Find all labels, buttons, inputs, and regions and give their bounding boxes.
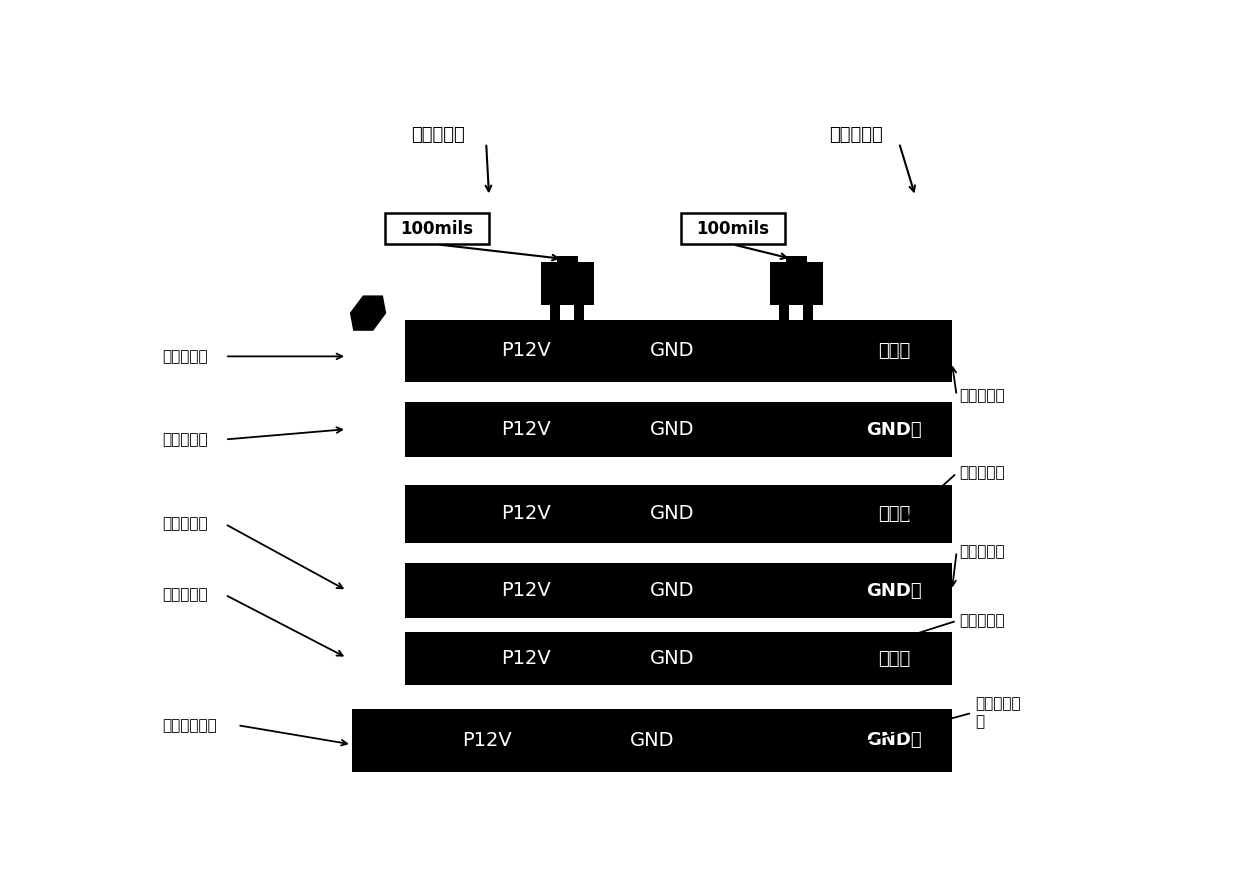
Bar: [352, 402, 952, 458]
Bar: [575, 305, 584, 320]
Bar: [836, 402, 952, 458]
Bar: [836, 632, 952, 685]
Text: GND: GND: [650, 420, 695, 440]
Text: GND: GND: [650, 342, 695, 360]
Text: 第八电源面: 第八电源面: [959, 544, 1005, 559]
Text: 第五电源面: 第五电源面: [162, 432, 208, 447]
Bar: [836, 563, 952, 618]
Bar: [836, 320, 952, 382]
Text: P12V: P12V: [501, 342, 550, 360]
Text: GND: GND: [650, 649, 695, 668]
Bar: [769, 262, 823, 305]
Bar: [779, 305, 789, 320]
Bar: [352, 402, 404, 458]
Text: GND: GND: [650, 505, 695, 524]
Text: 第二电源面: 第二电源面: [829, 126, 882, 144]
Bar: [352, 632, 404, 685]
Text: 第十电源面: 第十电源面: [959, 614, 1005, 628]
Text: 信号层: 信号层: [878, 649, 911, 667]
Text: 第十一电源面: 第十一电源面: [162, 718, 217, 732]
Bar: [352, 563, 952, 618]
Text: 第六电源面: 第六电源面: [959, 466, 1005, 481]
Text: 100mils: 100mils: [696, 219, 769, 237]
Bar: [681, 213, 784, 244]
Text: 第七电源面: 第七电源面: [162, 516, 208, 532]
Text: GND层: GND层: [866, 421, 922, 439]
Bar: [803, 305, 813, 320]
Bar: [352, 563, 404, 618]
Bar: [558, 256, 579, 267]
Bar: [541, 262, 595, 305]
Text: 100mils: 100mils: [400, 219, 473, 237]
Text: GND: GND: [631, 731, 674, 750]
Bar: [352, 320, 952, 382]
Bar: [550, 305, 560, 320]
Bar: [352, 485, 952, 543]
Bar: [836, 709, 952, 772]
Bar: [352, 485, 404, 543]
Polygon shape: [351, 296, 385, 330]
Bar: [900, 320, 952, 382]
Text: 第三电源面: 第三电源面: [162, 349, 208, 364]
Bar: [352, 632, 952, 685]
Text: GND层: GND层: [866, 582, 922, 599]
Text: 第一电源面: 第一电源面: [411, 126, 465, 144]
Bar: [385, 213, 489, 244]
Bar: [352, 709, 952, 772]
Bar: [362, 309, 374, 324]
Text: 第九电源面: 第九电源面: [162, 587, 208, 602]
Text: 第四电源面: 第四电源面: [959, 388, 1005, 403]
Text: P12V: P12V: [501, 420, 550, 440]
Text: P12V: P12V: [462, 731, 513, 750]
Text: P12V: P12V: [501, 581, 550, 600]
Text: GND: GND: [650, 581, 695, 600]
Text: P12V: P12V: [501, 649, 550, 668]
Bar: [352, 320, 404, 382]
Text: GND层: GND层: [866, 731, 922, 749]
Text: 第十二电源
面: 第十二电源 面: [975, 697, 1021, 729]
Text: 电源层: 电源层: [878, 342, 911, 359]
Text: P12V: P12V: [501, 505, 550, 524]
Text: 电源层: 电源层: [878, 505, 911, 523]
Bar: [836, 485, 952, 543]
Bar: [786, 256, 807, 267]
